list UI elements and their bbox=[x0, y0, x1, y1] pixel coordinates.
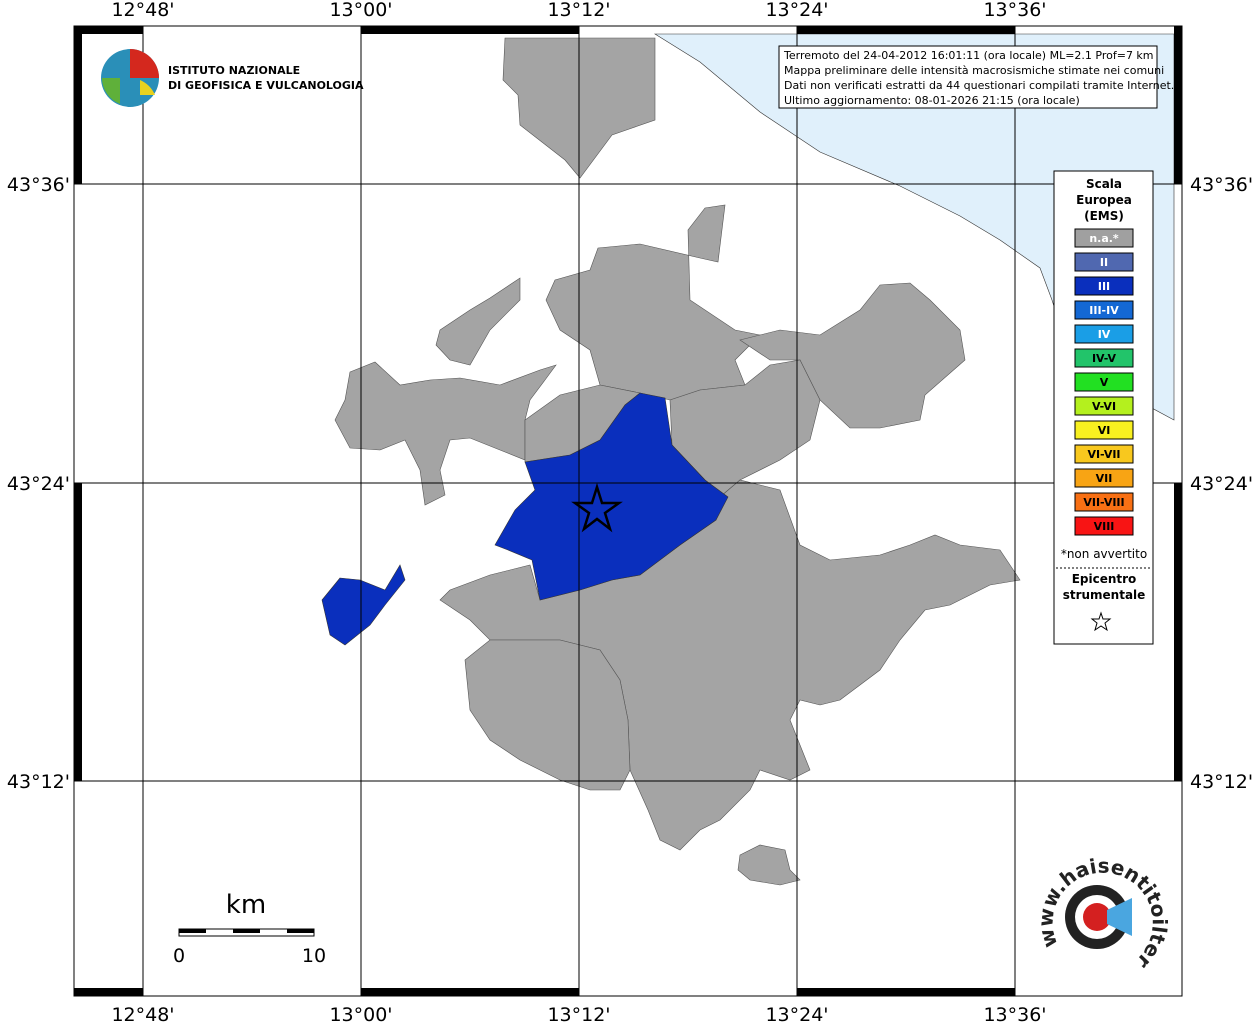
ingv-logo: ISTITUTO NAZIONALE DI GEOFISICA E VULCAN… bbox=[101, 49, 364, 107]
lat-label: 43°36' bbox=[1190, 174, 1253, 196]
globe-sector bbox=[140, 80, 155, 95]
intensity-iii-area bbox=[321, 392, 729, 646]
logo-text: DI GEOFISICA E VULCANOLOGIA bbox=[168, 79, 364, 92]
legend-label: VI-VII bbox=[1087, 448, 1120, 461]
legend-swatch bbox=[1074, 300, 1134, 320]
lat-label: 43°36' bbox=[7, 174, 70, 196]
lon-label: 13°12' bbox=[547, 0, 610, 21]
scale-segment bbox=[233, 929, 260, 933]
legend-epicenter: Epicentro bbox=[1072, 572, 1137, 586]
lon-label: 13°24' bbox=[765, 0, 828, 21]
legend: ScalaEuropea(EMS)n.a.*IIIIIIII-IVIVIV-VV… bbox=[1056, 177, 1151, 632]
border-segment bbox=[74, 26, 143, 34]
scale-label: 0 bbox=[173, 945, 185, 967]
info-box bbox=[778, 45, 1158, 109]
legend-star bbox=[1090, 611, 1112, 632]
legend-title: Europea bbox=[1076, 193, 1132, 207]
megaphone bbox=[1107, 898, 1132, 936]
legend-label: VI bbox=[1098, 424, 1111, 437]
lon-label: 13°00' bbox=[329, 0, 392, 21]
legend-title: Scala bbox=[1086, 177, 1122, 191]
globe-sector bbox=[102, 78, 120, 104]
legend-swatch bbox=[1074, 372, 1134, 392]
legend-swatch bbox=[1074, 276, 1134, 296]
legend-label: VIII bbox=[1094, 520, 1115, 533]
info-line: Dati non verificati estratti da 44 quest… bbox=[784, 79, 1174, 92]
target bbox=[1083, 903, 1111, 931]
legend-title: (EMS) bbox=[1084, 209, 1124, 223]
frame-border bbox=[74, 26, 1182, 996]
legend-box bbox=[1053, 170, 1154, 645]
legend-swatch bbox=[1074, 492, 1134, 512]
lon-label: 13°36' bbox=[983, 0, 1046, 21]
legend-swatch bbox=[1074, 324, 1134, 344]
legend-swatch bbox=[1074, 420, 1134, 440]
legend-label: VII-VIII bbox=[1083, 496, 1124, 509]
info-text: Terremoto del 24-04-2012 16:01:11 (ora l… bbox=[783, 49, 1174, 107]
scale-bar: km 0 10 bbox=[173, 890, 326, 967]
lat-label: 43°12' bbox=[7, 771, 70, 793]
lat-label: 43°24' bbox=[7, 473, 70, 495]
graticule: 12°48' 12°48' 13°00' 13°00' 13°12' 13°12' 13°2… bbox=[7, 0, 1253, 1024]
border-segment bbox=[797, 988, 1015, 996]
border-segment bbox=[74, 988, 143, 996]
legend-epicenter: strumentale bbox=[1063, 588, 1146, 602]
lon-label: 12°48' bbox=[111, 1004, 174, 1024]
legend-swatch bbox=[1074, 468, 1134, 488]
legend-swatch bbox=[1074, 252, 1134, 272]
scale-unit: km bbox=[226, 890, 266, 920]
legend-swatch bbox=[1074, 444, 1134, 464]
scale-segment bbox=[179, 929, 206, 933]
border-segment bbox=[74, 483, 82, 781]
legend-swatch bbox=[1074, 516, 1134, 536]
lon-label: 13°36' bbox=[983, 1004, 1046, 1024]
legend-label: VII bbox=[1096, 472, 1113, 485]
scale-label: 10 bbox=[302, 945, 326, 967]
epicenter bbox=[571, 482, 623, 533]
border-segment bbox=[361, 988, 579, 996]
info-line: Ultimo aggiornamento: 08-01-2026 21:15 (… bbox=[784, 94, 1080, 107]
globe-sector bbox=[130, 49, 159, 78]
scale-segment bbox=[287, 929, 314, 933]
lon-label: 12°48' bbox=[111, 0, 174, 21]
legend-label: IV bbox=[1098, 328, 1111, 341]
info-line: Mappa preliminare delle intensità macros… bbox=[784, 64, 1164, 77]
lon-label: 13°24' bbox=[765, 1004, 828, 1024]
legend-swatch bbox=[1074, 348, 1134, 368]
legend-label: III bbox=[1098, 280, 1110, 293]
border-segment bbox=[74, 26, 82, 184]
border-segment bbox=[797, 26, 1015, 34]
lon-label: 13°00' bbox=[329, 1004, 392, 1024]
border-segment bbox=[1174, 483, 1182, 781]
lat-label: 43°24' bbox=[1190, 473, 1253, 495]
legend-label: V-VI bbox=[1092, 400, 1116, 413]
legend-label: III-IV bbox=[1089, 304, 1119, 317]
info-line: Terremoto del 24-04-2012 16:01:11 (ora l… bbox=[783, 49, 1154, 62]
logo-text: ISTITUTO NAZIONALE bbox=[168, 64, 300, 77]
legend-label: IV-V bbox=[1092, 352, 1117, 365]
legend-note: *non avvertito bbox=[1061, 547, 1147, 561]
lon-label: 13°12' bbox=[547, 1004, 610, 1024]
sea bbox=[653, 33, 1175, 421]
municipalities bbox=[334, 37, 1021, 886]
legend-label: V bbox=[1100, 376, 1109, 389]
border-segment bbox=[361, 26, 579, 34]
border-segment bbox=[1174, 26, 1182, 184]
legend-label: II bbox=[1100, 256, 1108, 269]
legend-label: n.a.* bbox=[1089, 232, 1119, 245]
legend-swatch bbox=[1074, 396, 1134, 416]
legend-swatch bbox=[1074, 228, 1134, 248]
lat-label: 43°12' bbox=[1190, 771, 1253, 793]
